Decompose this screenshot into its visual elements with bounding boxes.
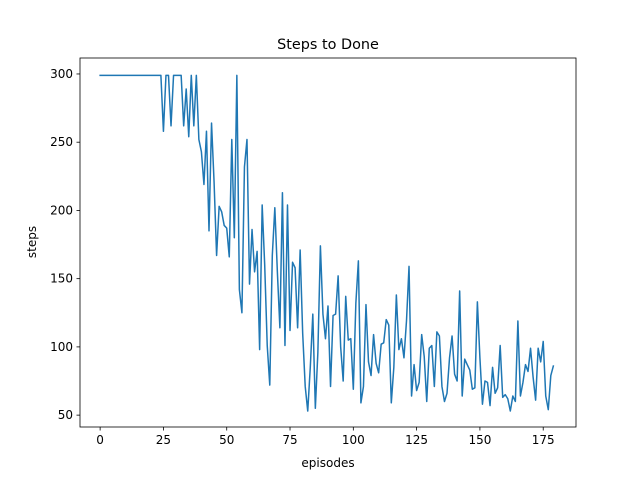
y-tick-label: 100 xyxy=(50,340,73,354)
axes-frame xyxy=(79,57,577,428)
y-tick-label: 300 xyxy=(50,67,73,81)
chart-title: Steps to Done xyxy=(277,37,379,53)
y-tick-label: 200 xyxy=(50,203,73,217)
plot-area: 0 25 50 75 100 125 150 175 50 100 150 200 250 300 xyxy=(50,57,577,447)
y-tick-label: 250 xyxy=(50,135,73,149)
x-tick-label: 100 xyxy=(342,433,365,447)
x-tick-label: 75 xyxy=(282,433,297,447)
x-tick-label: 50 xyxy=(219,433,234,447)
x-tick-label: 175 xyxy=(532,433,555,447)
series-line-0 xyxy=(99,74,555,412)
y-tick-label: 150 xyxy=(50,272,73,286)
x-tick-label: 150 xyxy=(468,433,491,447)
x-tick-label: 0 xyxy=(96,433,104,447)
x-tick-label: 125 xyxy=(405,433,428,447)
y-tick-label: 50 xyxy=(58,408,73,422)
x-axis-label: episodes xyxy=(301,456,354,470)
x-tick-label: 25 xyxy=(156,433,171,447)
y-axis-label: steps xyxy=(25,226,39,258)
